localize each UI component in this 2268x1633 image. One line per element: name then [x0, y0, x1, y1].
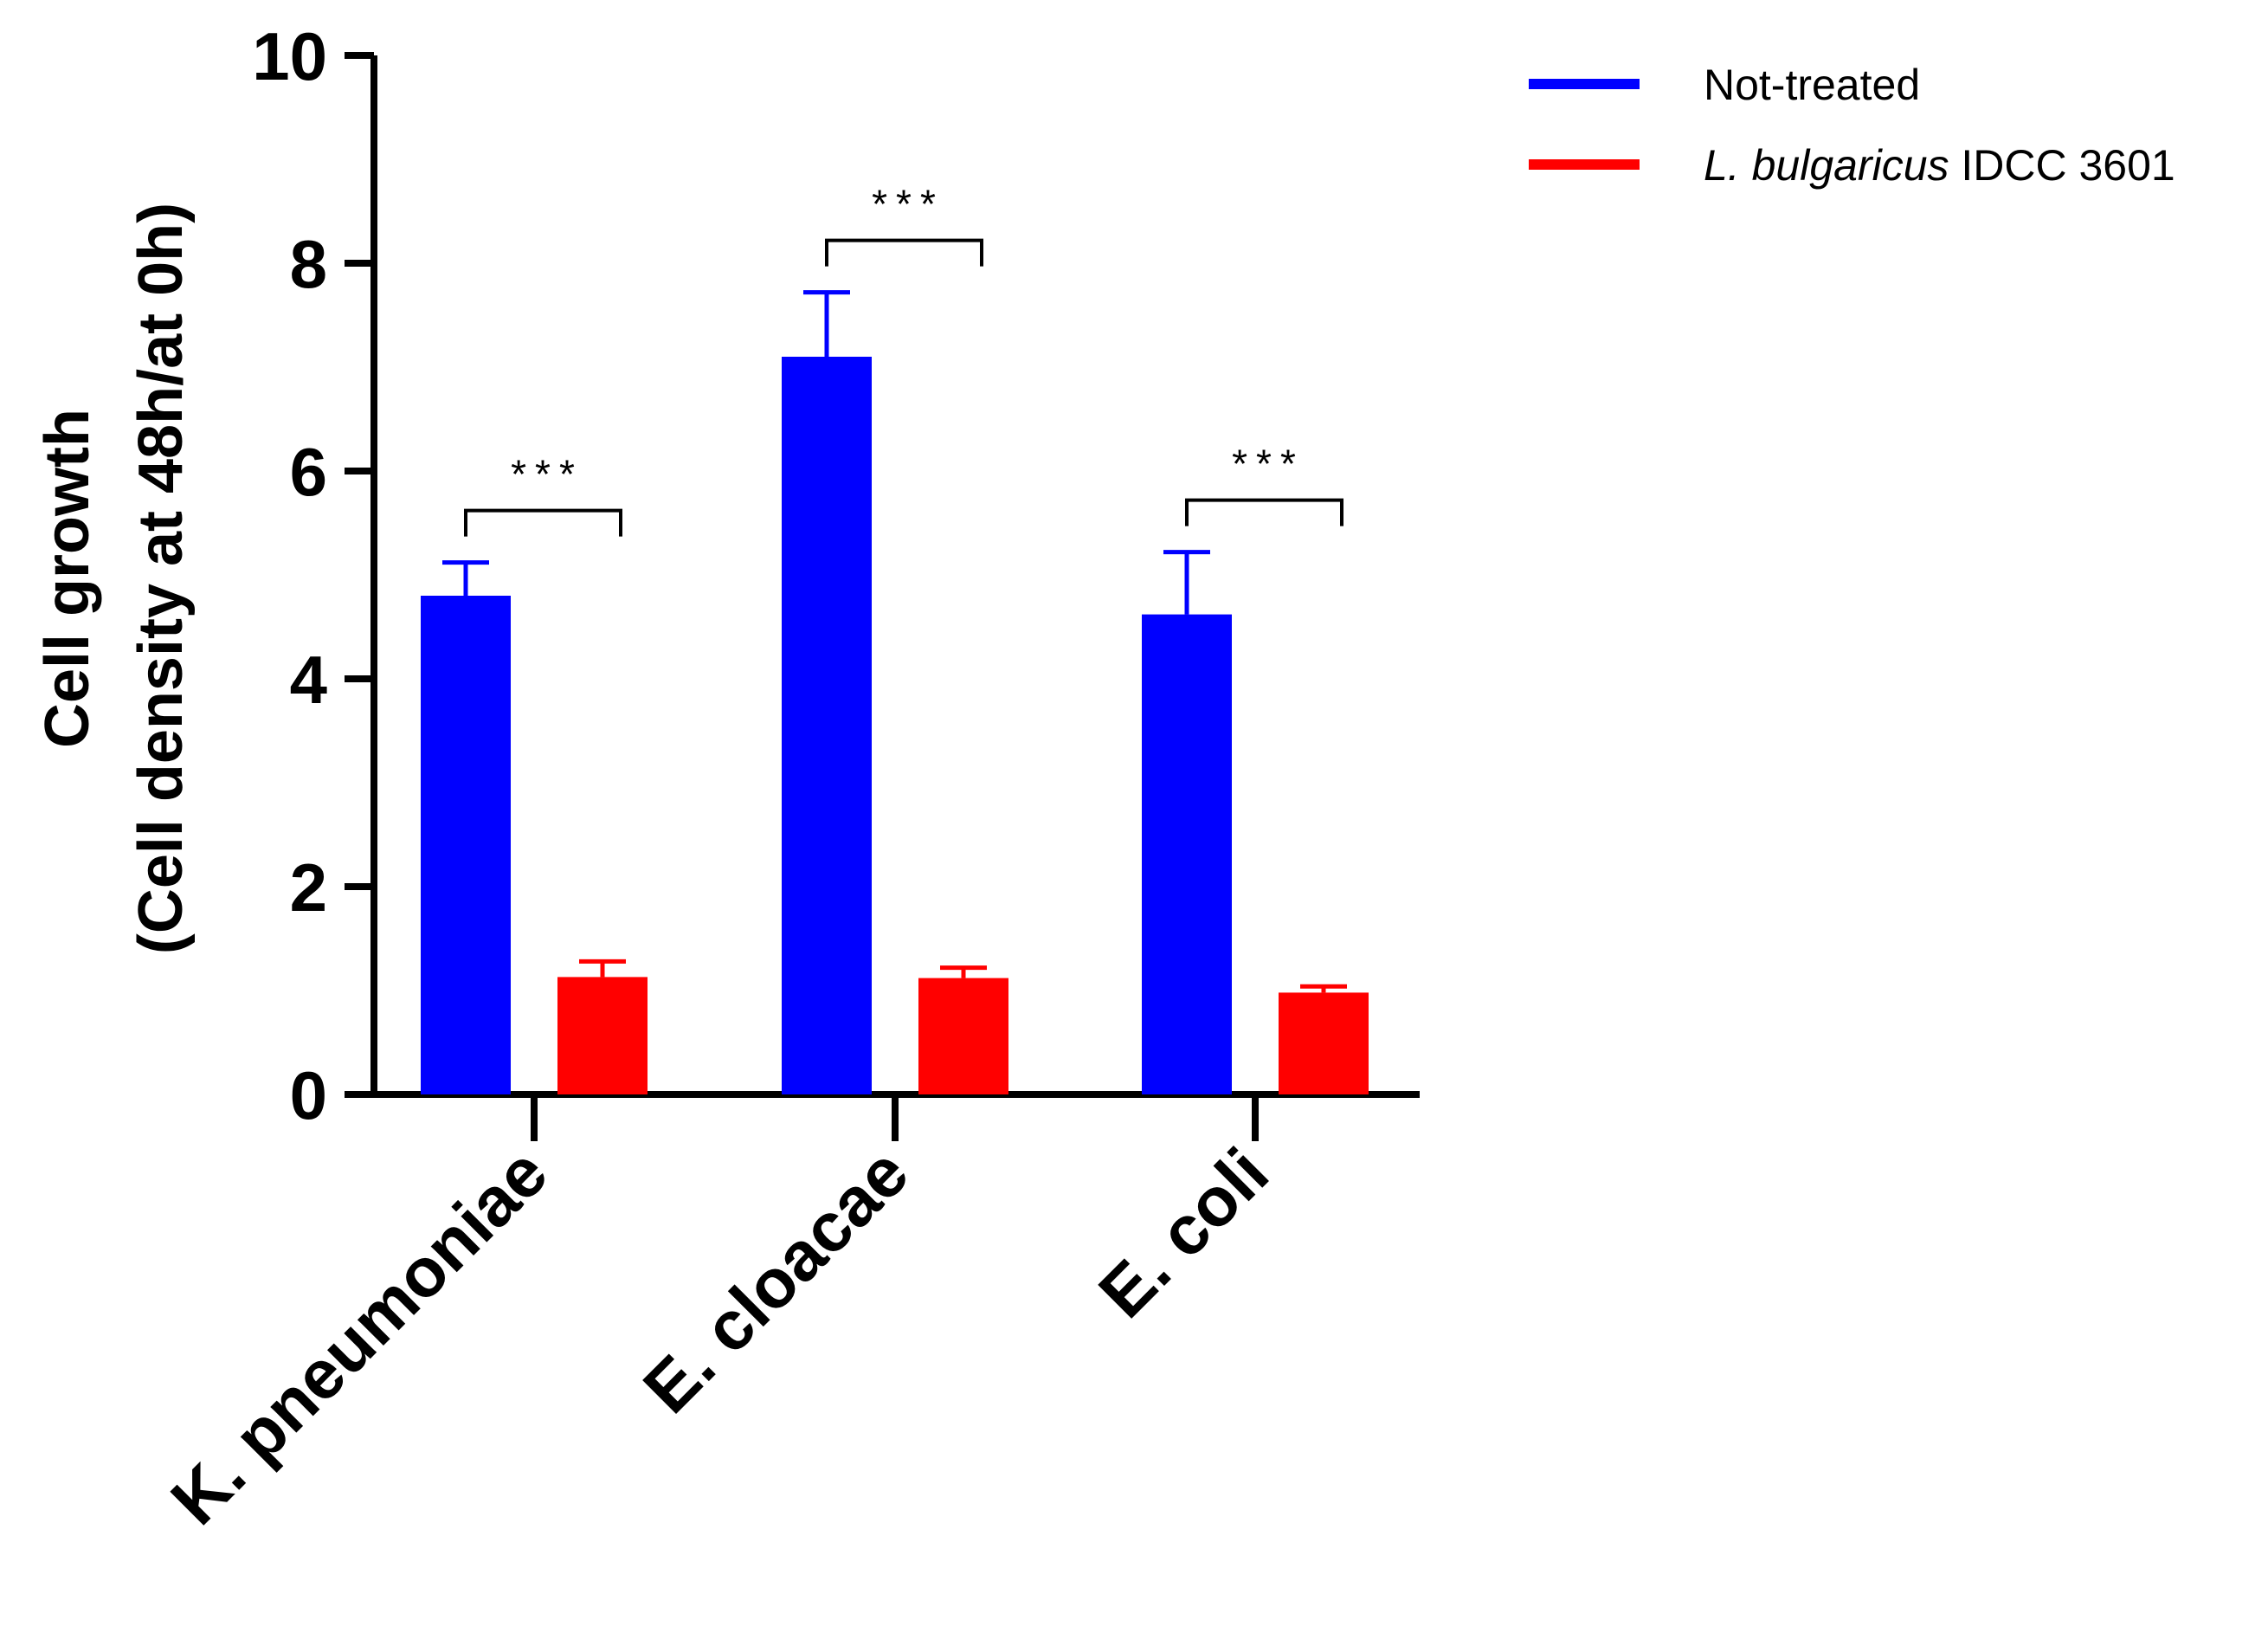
y-axis-subtitle: (Cell density at 48h/at 0h) — [126, 203, 196, 954]
legend: Not-treated L. bulgaricus IDCC 3601 — [1529, 61, 2175, 190]
y-tick-label-8: 8 — [290, 226, 327, 302]
y-tick-label-10: 10 — [252, 18, 327, 94]
y-tick-label-2: 2 — [290, 849, 327, 926]
significance-label-e-coli: *** — [1232, 442, 1305, 487]
bar-e-coli-not-treated — [1142, 614, 1232, 1094]
bar-k-pneumoniae-l-bulgaricus — [557, 977, 648, 1094]
significance-label-e-cloacae: *** — [872, 182, 944, 227]
x-tick-label-e-cloacae: E. cloacae — [628, 1133, 923, 1428]
bar-e-coli-l-bulgaricus — [1279, 992, 1369, 1094]
significance-bracket-k-pneumoniae — [464, 508, 622, 537]
y-tick-label-6: 6 — [290, 434, 327, 510]
legend-label-l-bulgaricus: L. bulgaricus IDCC 3601 — [1704, 141, 2175, 190]
y-tick-label-0: 0 — [290, 1057, 327, 1133]
legend-label-italic: L. bulgaricus — [1704, 141, 1949, 190]
x-tick-label-e-coli: E. coli — [1084, 1133, 1283, 1333]
significance-bracket-e-coli — [1185, 498, 1343, 526]
significance-bracket-e-cloacae — [825, 238, 983, 267]
legend-label-rest: IDCC 3601 — [1949, 141, 2175, 190]
significance-label-k-pneumoniae: *** — [511, 452, 583, 497]
x-tick-label-k-pneumoniae: K. pneumoniae — [157, 1133, 562, 1539]
bar-e-cloacae-l-bulgaricus — [918, 978, 1008, 1094]
y-tick-label-4: 4 — [290, 642, 327, 718]
legend-label-not-treated: Not-treated — [1704, 61, 1920, 109]
bar-k-pneumoniae-not-treated — [421, 596, 511, 1094]
y-axis-title: Cell growth — [33, 409, 102, 748]
bar-e-cloacae-not-treated — [782, 357, 872, 1094]
